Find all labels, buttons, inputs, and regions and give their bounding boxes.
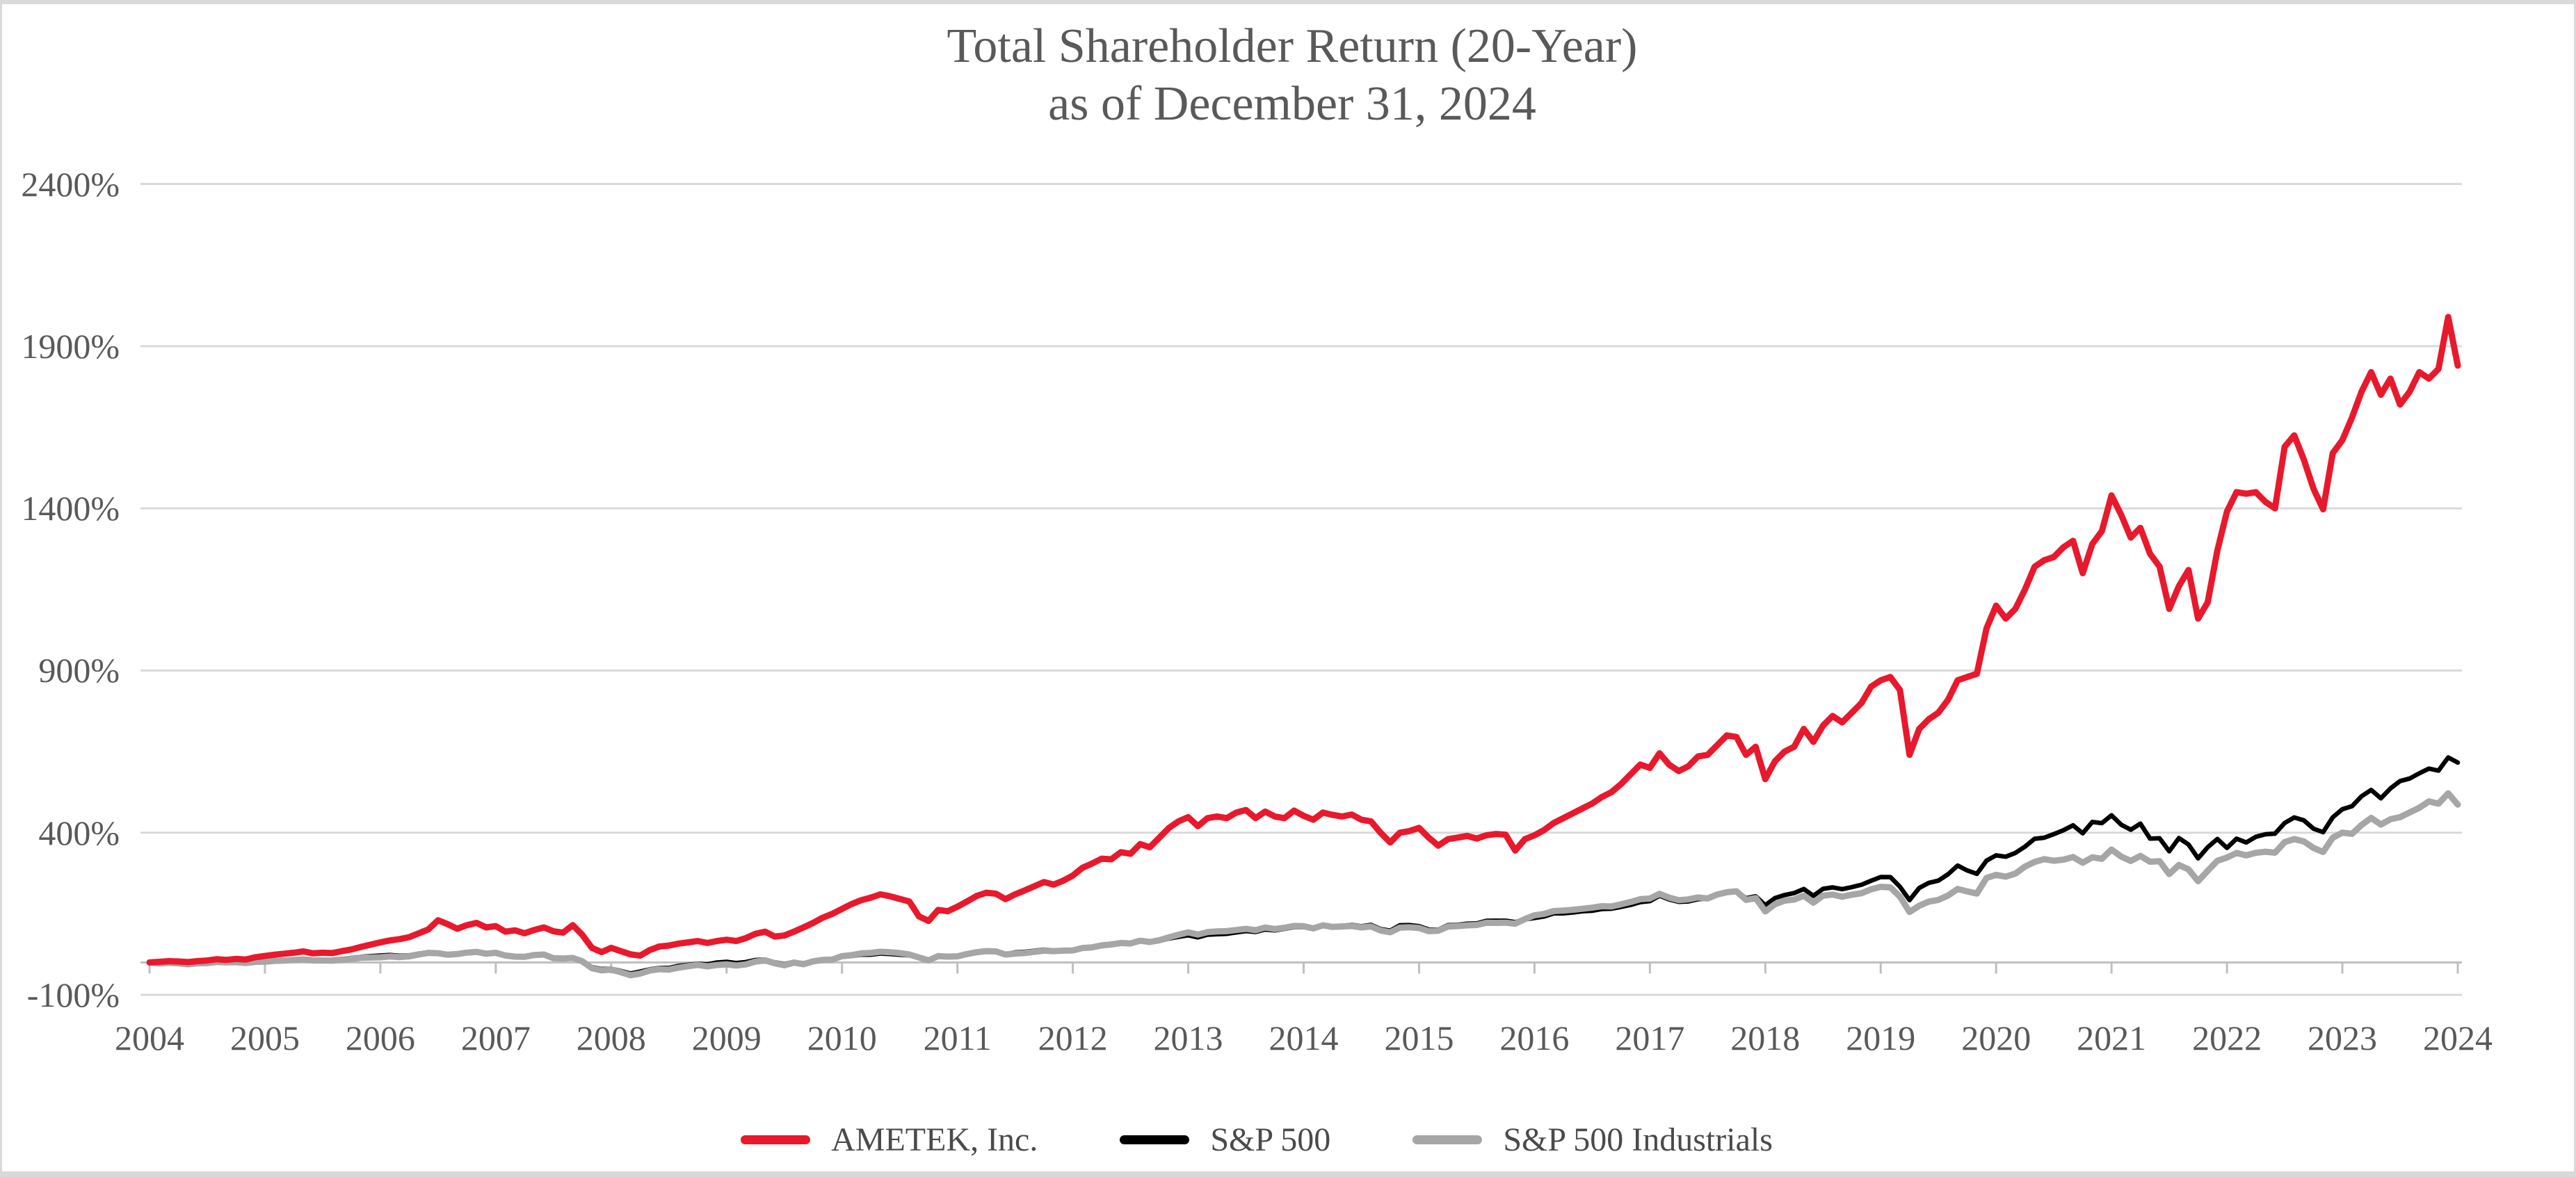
x-tick-label-2006: 2006 bbox=[345, 1018, 415, 1057]
x-tick-label-2023: 2023 bbox=[2308, 1018, 2378, 1057]
x-tick-label-2020: 2020 bbox=[1961, 1018, 2031, 1057]
legend-item-s-p-500: S&P 500 bbox=[1120, 1121, 1330, 1159]
y-tick-label-900%: 900% bbox=[38, 651, 120, 690]
chart-subtitle: as of December 31, 2024 bbox=[1048, 76, 1536, 131]
x-tick-label-2016: 2016 bbox=[1499, 1018, 1570, 1057]
chart-title-block: Total Shareholder Return (20-Year) as of… bbox=[0, 18, 2576, 133]
x-tick-label-2007: 2007 bbox=[460, 1018, 531, 1057]
x-tick-label-2005: 2005 bbox=[230, 1018, 300, 1057]
x-tick-label-2013: 2013 bbox=[1153, 1018, 1223, 1057]
x-tick-label-2004: 2004 bbox=[115, 1018, 184, 1057]
legend-label: AMETEK, Inc. bbox=[831, 1121, 1038, 1158]
legend-label: S&P 500 bbox=[1210, 1121, 1331, 1158]
series-line-s-p-500 bbox=[147, 755, 2461, 976]
x-tick-label-2011: 2011 bbox=[923, 1018, 992, 1057]
series-line-ametek-inc- bbox=[146, 314, 2461, 966]
x-tick-label-2022: 2022 bbox=[2192, 1018, 2262, 1057]
y-tick-label--100%: -100% bbox=[26, 975, 120, 1015]
x-tick-label-2017: 2017 bbox=[1615, 1018, 1685, 1057]
window-edge-top bbox=[0, 0, 2576, 4]
x-tick-label-2021: 2021 bbox=[2077, 1018, 2147, 1057]
y-tick-label-1400%: 1400% bbox=[21, 489, 120, 528]
window-edge-left bbox=[0, 0, 2, 1177]
legend-swatch-icon bbox=[1412, 1135, 1483, 1144]
x-tick-label-2014: 2014 bbox=[1269, 1018, 1339, 1057]
x-tick-label-2024: 2024 bbox=[2423, 1018, 2493, 1057]
x-tick-label-2019: 2019 bbox=[1846, 1018, 1916, 1057]
series-line-s-p-500-industrials bbox=[146, 790, 2461, 979]
y-tick-label-400%: 400% bbox=[38, 813, 120, 852]
x-tick-label-2009: 2009 bbox=[691, 1018, 762, 1057]
legend-swatch-icon bbox=[1120, 1135, 1190, 1144]
legend-item-s-p-500-industrials: S&P 500 Industrials bbox=[1412, 1121, 1773, 1159]
x-tick-label-2008: 2008 bbox=[576, 1018, 646, 1057]
x-tick-label-2015: 2015 bbox=[1384, 1018, 1454, 1057]
legend: AMETEK, Inc. S&P 500 S&P 500 Industrials bbox=[0, 1121, 2545, 1159]
legend-swatch-icon bbox=[741, 1135, 811, 1144]
legend-label: S&P 500 Industrials bbox=[1503, 1121, 1773, 1158]
x-tick-label-2018: 2018 bbox=[1730, 1018, 1801, 1057]
window-edge-bottom bbox=[0, 1171, 2576, 1177]
y-tick-label-1900%: 1900% bbox=[21, 326, 120, 366]
window-edge-right bbox=[2574, 0, 2576, 1177]
legend-item-ametek-inc-: AMETEK, Inc. bbox=[741, 1121, 1038, 1159]
x-tick-label-2012: 2012 bbox=[1038, 1018, 1108, 1057]
chart-title: Total Shareholder Return (20-Year) bbox=[947, 19, 1638, 73]
x-tick-label-2010: 2010 bbox=[807, 1018, 877, 1057]
y-tick-label-2400%: 2400% bbox=[21, 164, 120, 204]
